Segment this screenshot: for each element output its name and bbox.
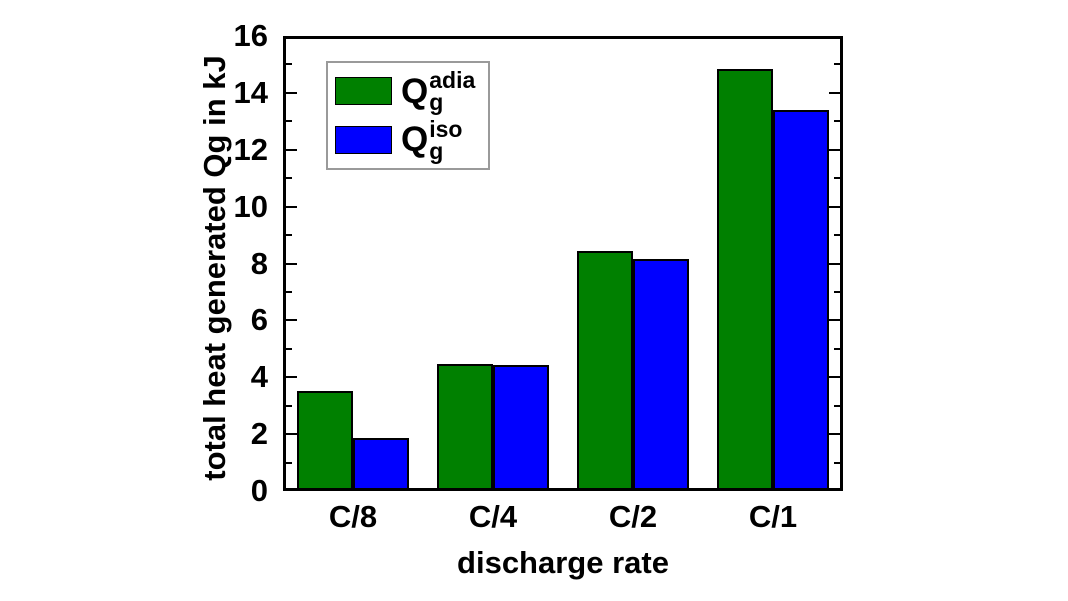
y-major-tick-left-12 [286,148,297,151]
y-major-tick-left-8 [286,262,297,265]
y-tick-label-14: 14 [233,74,268,110]
x-category-label-c8: C/8 [328,499,378,534]
bar-adia-c8 [297,391,353,491]
legend-label-subscript: g [429,89,444,116]
x-category-label-c4: C/4 [468,499,518,534]
y-major-tick-left-2 [286,433,297,436]
y-major-tick-right-2 [829,433,840,436]
y-minor-tick-right-13 [834,120,840,123]
legend-label-base: Q [401,120,429,160]
legend-label-base: Q [401,71,429,111]
y-minor-tick-right-3 [834,404,840,407]
y-major-tick-right-10 [829,205,840,208]
bar-iso-c2 [633,259,689,491]
bar-adia-c1 [717,68,773,491]
bar-iso-c4 [493,364,549,491]
legend-label-subscript: g [429,137,444,164]
y-major-tick-right-14 [829,91,840,94]
legend: Q adia g Q iso g [326,61,490,170]
y-tick-label-12: 12 [233,131,268,167]
x-axis-title: discharge rate [457,545,669,580]
y-major-tick-right-8 [829,262,840,265]
y-minor-tick-left-15 [286,63,292,66]
y-tick-label-2: 2 [250,416,268,452]
legend-label-script-stack: iso g [429,115,463,164]
legend-label-superscript: adia [429,67,476,94]
y-tick-label-4: 4 [250,359,268,395]
bar-adia-c2 [577,250,633,491]
y-minor-tick-right-1 [834,461,840,464]
y-tick-label-6: 6 [250,302,268,338]
legend-label-adia: Q adia g [401,67,476,116]
y-major-tick-left-6 [286,319,297,322]
y-minor-tick-right-15 [834,63,840,66]
y-minor-tick-left-5 [286,347,292,350]
y-minor-tick-right-11 [834,177,840,180]
y-minor-tick-left-9 [286,234,292,237]
y-tick-label-0: 0 [250,473,268,508]
y-major-tick-right-4 [829,376,840,379]
legend-label-superscript: iso [429,115,463,142]
y-tick-label-8: 8 [250,245,268,281]
bar-iso-c1 [773,109,829,491]
bar-adia-c4 [437,363,493,491]
bar-iso-c8 [353,438,409,491]
x-category-label-c2: C/2 [608,499,658,534]
y-major-tick-left-10 [286,205,297,208]
y-minor-tick-right-9 [834,234,840,237]
y-minor-tick-left-13 [286,120,292,123]
y-minor-tick-left-1 [286,461,292,464]
legend-entry-iso: Q iso g [335,115,488,164]
y-major-tick-right-6 [829,319,840,322]
legend-swatch-adia [335,77,392,106]
y-tick-label-10: 10 [233,188,268,224]
y-major-tick-right-12 [829,148,840,151]
y-minor-tick-right-5 [834,347,840,350]
y-minor-tick-left-3 [286,404,292,407]
legend-entry-adia: Q adia g [335,67,488,116]
x-category-label-c1: C/1 [748,499,798,534]
y-minor-tick-left-11 [286,177,292,180]
legend-label-script-stack: adia g [429,67,476,116]
y-major-tick-left-14 [286,91,297,94]
y-minor-tick-left-7 [286,290,292,293]
y-major-tick-left-4 [286,376,297,379]
y-minor-tick-right-7 [834,290,840,293]
legend-swatch-iso [335,125,392,154]
legend-label-iso: Q iso g [401,115,463,164]
y-tick-label-16: 16 [233,18,268,53]
